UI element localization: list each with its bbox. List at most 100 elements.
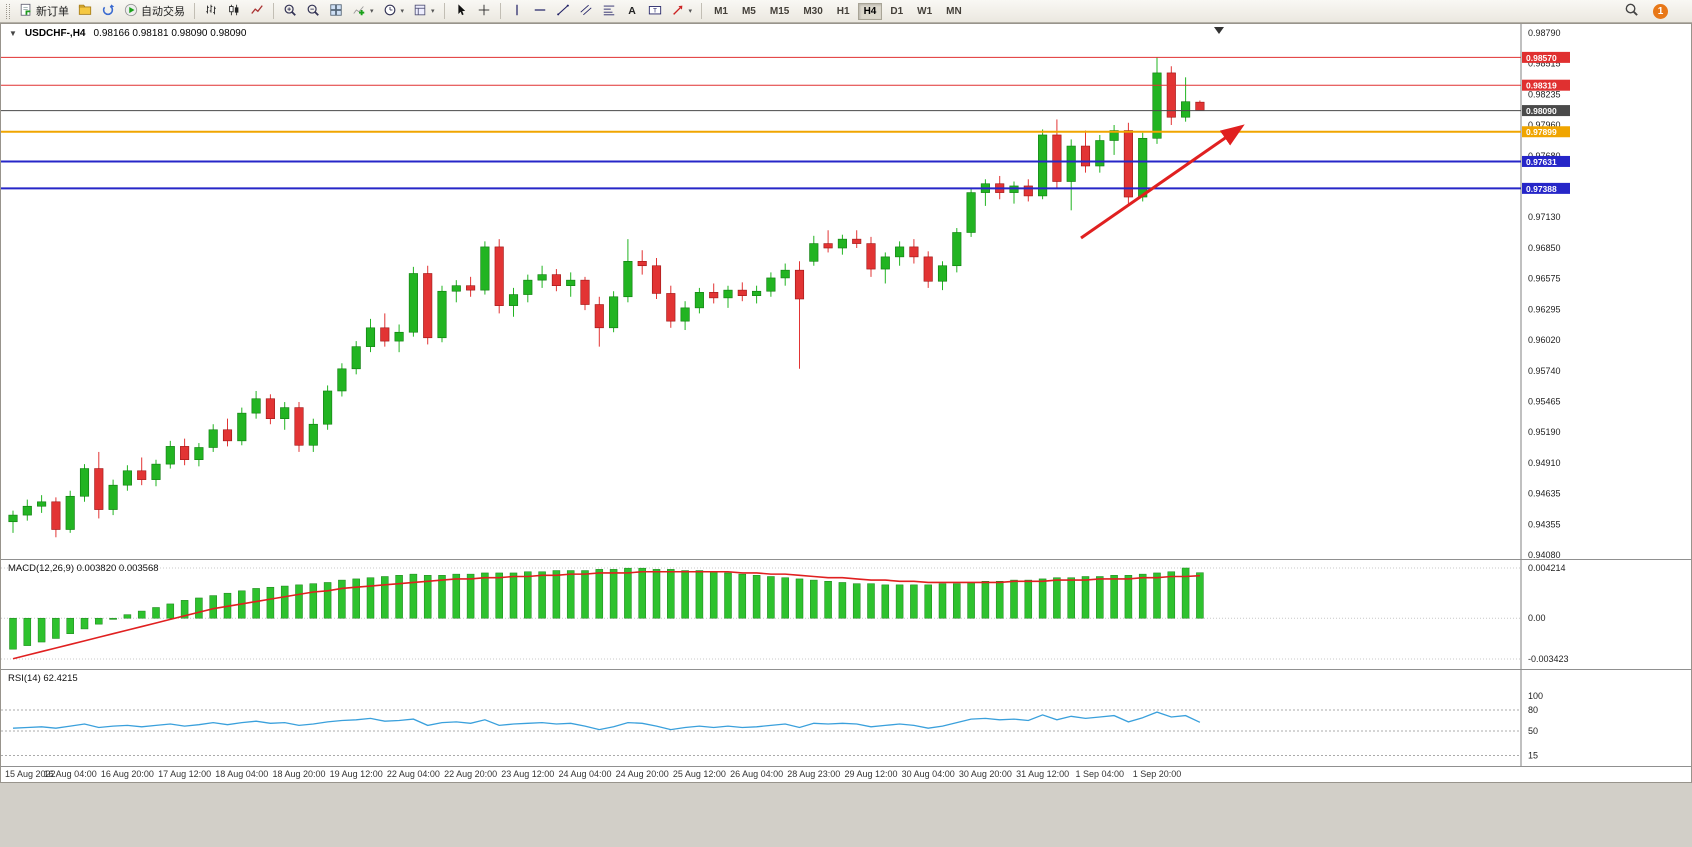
svg-text:0.95190: 0.95190	[1528, 427, 1561, 437]
notification-badge[interactable]: 1	[1653, 3, 1668, 19]
vertical-line-tool-button[interactable]	[506, 1, 528, 21]
main-price-chart[interactable]: 0.987900.985150.982350.979600.976800.974…	[1, 24, 1691, 559]
time-axis[interactable]: 15 Aug 2022 16 Aug 04:00 16 Aug 20:00 17 Au…	[1, 766, 1691, 782]
svg-text:100: 100	[1528, 691, 1543, 701]
candlestick-chart-button[interactable]	[223, 1, 245, 21]
svg-text:0.97388: 0.97388	[1526, 184, 1557, 194]
arrow-tool-icon	[671, 3, 685, 20]
timeframe-m30-button[interactable]: M30	[803, 5, 823, 17]
rsi-indicator-panel[interactable]: 100 80 50 15	[1, 669, 1691, 766]
profiles-button[interactable]	[74, 1, 96, 21]
timeframe-h1-button[interactable]: H1	[836, 5, 850, 17]
text-label-icon: T	[648, 3, 662, 20]
svg-text:0.98090: 0.98090	[1526, 106, 1557, 116]
svg-text:80: 80	[1528, 705, 1538, 715]
text-label-tool-button[interactable]: T	[644, 1, 666, 21]
main-toolbar: 新订单 自动交易 ▾ ▾ ▾	[0, 0, 1692, 23]
svg-text:0.96575: 0.96575	[1528, 273, 1561, 283]
templates-icon	[413, 3, 427, 20]
new-order-label: 新订单	[36, 6, 69, 18]
chevron-down-icon: ▾	[688, 8, 693, 15]
indicators-icon	[352, 3, 366, 20]
timeframe-d1-button[interactable]: D1	[890, 5, 904, 17]
zoom-out-icon	[306, 3, 320, 20]
timeframe-m5-button[interactable]: M5	[741, 5, 756, 17]
svg-text:0.94355: 0.94355	[1528, 520, 1561, 530]
svg-text:0.98319: 0.98319	[1526, 81, 1557, 91]
crosshair-button[interactable]	[473, 1, 495, 21]
horizontal-line-tool-button[interactable]	[529, 1, 551, 21]
cursor-button[interactable]	[450, 1, 472, 21]
search-button[interactable]	[1620, 1, 1643, 21]
toolbar-separator	[443, 3, 445, 19]
zoom-in-icon	[283, 3, 297, 20]
chevron-down-icon: ▾	[370, 8, 374, 15]
svg-text:0.94080: 0.94080	[1528, 550, 1561, 559]
svg-text:0.004214: 0.004214	[1528, 563, 1566, 573]
new-order-button[interactable]: 新订单	[15, 1, 73, 21]
clock-icon	[383, 3, 397, 20]
chart-title: ▼ USDCHF-,H4 0.98166 0.98181 0.98090 0.9…	[9, 28, 246, 39]
refresh-button[interactable]	[97, 1, 119, 21]
bar-chart-button[interactable]	[200, 1, 222, 21]
svg-text:0.98235: 0.98235	[1528, 90, 1561, 100]
toolbar-separator	[499, 3, 501, 19]
autotrading-button[interactable]: 自动交易	[120, 1, 189, 21]
arrows-tool-button[interactable]: ▾	[667, 1, 697, 21]
time-axis-label: 22 Aug 20:00	[444, 769, 498, 779]
time-axis-label: 28 Aug 23:00	[787, 769, 841, 779]
time-axis-label: 18 Aug 20:00	[272, 769, 326, 779]
time-axis-label: 25 Aug 12:00	[672, 769, 726, 779]
toolbar-separator	[273, 3, 274, 19]
time-axis-label: 26 Aug 04:00	[730, 769, 784, 779]
fibonacci-tool-button[interactable]	[598, 1, 620, 21]
svg-text:0.00: 0.00	[1528, 613, 1546, 623]
svg-text:0.97899: 0.97899	[1526, 127, 1557, 137]
macd-indicator-panel[interactable]: 0.004214 0.00 -0.003423	[1, 559, 1691, 669]
autotrading-icon	[124, 3, 138, 20]
svg-text:0.96850: 0.96850	[1528, 243, 1561, 253]
toolbar-grip[interactable]	[6, 3, 10, 19]
trendline-icon	[556, 3, 570, 20]
toolbar-separator	[701, 3, 703, 19]
time-axis-label: 24 Aug 04:00	[558, 769, 612, 779]
candlestick-icon	[227, 3, 241, 20]
timeframe-h4-button[interactable]: H4	[857, 2, 883, 20]
text-tool-button[interactable]: A	[621, 1, 643, 21]
svg-text:50: 50	[1528, 726, 1538, 736]
svg-text:-0.003423: -0.003423	[1528, 654, 1569, 664]
svg-text:0.96295: 0.96295	[1528, 305, 1561, 315]
zoom-in-button[interactable]	[279, 1, 301, 21]
time-axis-label: 17 Aug 12:00	[158, 769, 212, 779]
trendline-tool-button[interactable]	[552, 1, 574, 21]
periods-button[interactable]: ▾	[379, 1, 409, 21]
letter-a-icon: A	[625, 3, 639, 20]
time-axis-label: 18 Aug 04:00	[215, 769, 269, 779]
time-axis-label: 23 Aug 12:00	[501, 769, 555, 779]
time-axis-label: 16 Aug 20:00	[100, 769, 154, 779]
time-axis-label: 30 Aug 20:00	[958, 769, 1012, 779]
zoom-out-button[interactable]	[302, 1, 324, 21]
indicators-button[interactable]: ▾	[348, 1, 378, 21]
chart-ohlc-values: 0.98166 0.98181 0.98090 0.98090	[93, 28, 247, 39]
chart-symbol-period: USDCHF-,H4	[24, 28, 86, 39]
one-click-trading-toggle[interactable]: ▼	[9, 29, 17, 38]
timeframe-mn-button[interactable]: MN	[946, 5, 962, 17]
line-chart-button[interactable]	[246, 1, 268, 21]
refresh-icon	[101, 3, 115, 20]
tile-windows-button[interactable]	[325, 1, 347, 21]
chevron-down-icon: ▾	[431, 8, 435, 15]
timeframe-w1-button[interactable]: W1	[917, 5, 933, 17]
channel-tool-button[interactable]	[575, 1, 597, 21]
macd-label: MACD(12,26,9) 0.003820 0.003568	[8, 563, 159, 574]
svg-text:0.97960: 0.97960	[1528, 120, 1561, 130]
time-axis-label: 22 Aug 04:00	[386, 769, 440, 779]
timeframe-m15-button[interactable]: M15	[769, 5, 790, 17]
svg-text:0.96020: 0.96020	[1528, 335, 1561, 345]
templates-button[interactable]: ▾	[409, 1, 439, 21]
crosshair-icon	[477, 3, 491, 20]
svg-text:0.94910: 0.94910	[1528, 458, 1561, 468]
timeframe-m1-button[interactable]: M1	[714, 5, 728, 17]
svg-text:T: T	[653, 7, 657, 14]
autotrading-label: 自动交易	[141, 6, 185, 18]
